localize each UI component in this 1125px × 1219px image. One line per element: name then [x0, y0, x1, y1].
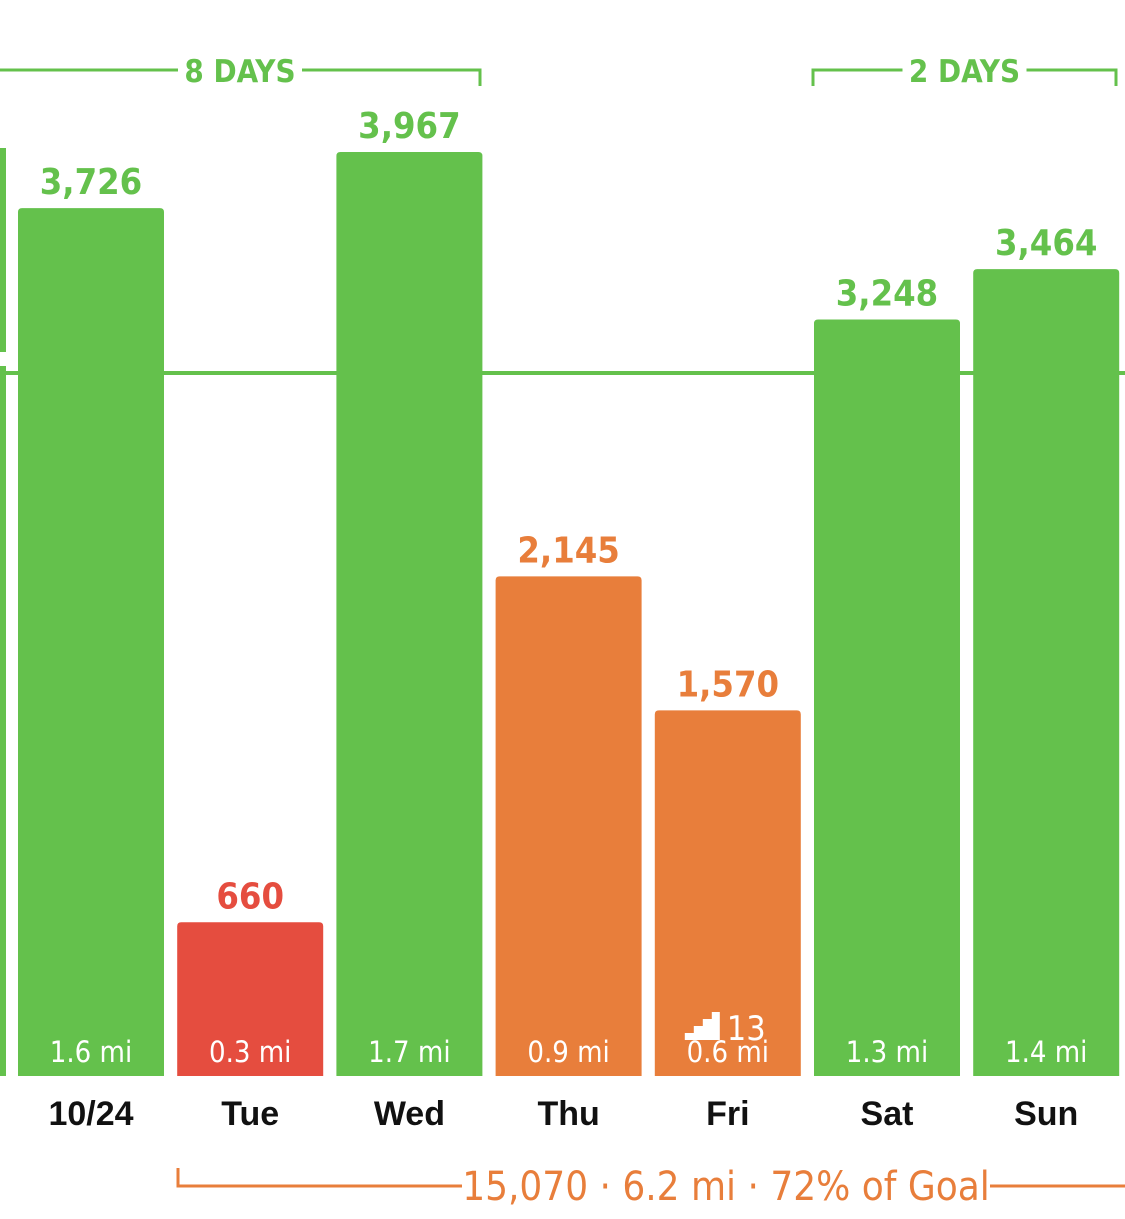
distance-label: 1.4 mi	[1005, 1035, 1087, 1069]
bar-10-24	[18, 208, 164, 1077]
previous-bar-gap	[0, 352, 6, 366]
distance-label: 1.3 mi	[846, 1035, 928, 1069]
streak-2-days-label: 2 DAYS	[909, 54, 1020, 90]
distance-label: 1.7 mi	[368, 1035, 450, 1069]
streak-8-days-label: 8 DAYS	[184, 54, 295, 90]
floors-count: 13	[727, 1009, 766, 1049]
value-label: 3,726	[40, 162, 142, 203]
previous-bar-edge	[0, 148, 6, 1076]
streak-2-days: 2 DAYS	[811, 54, 1118, 90]
streak-8-days-bracket	[0, 68, 482, 86]
value-label: 2,145	[517, 530, 619, 571]
value-label: 1,570	[677, 664, 779, 705]
day-label-tue: Tue	[221, 1095, 279, 1133]
streak-2-days-bracket	[811, 68, 1118, 86]
day-label-thu: Thu	[537, 1095, 599, 1133]
bar-thu	[495, 576, 642, 1076]
bar-sat	[814, 319, 960, 1076]
day-label-fri: Fri	[706, 1095, 749, 1133]
bar-wed	[336, 152, 483, 1076]
distance-label: 1.6 mi	[50, 1035, 132, 1069]
bar-tue	[177, 922, 324, 1076]
distance-label: 0.9 mi	[527, 1035, 609, 1069]
value-label: 3,248	[836, 273, 938, 314]
day-label-10-24: 10/24	[48, 1095, 133, 1133]
summary-label: 15,070 · 6.2 mi · 72% of Goal	[462, 1164, 990, 1210]
value-label: 3,967	[358, 106, 460, 147]
value-label: 660	[216, 876, 284, 917]
streak-8-days: 8 DAYS	[0, 54, 482, 90]
bar-fri	[654, 710, 801, 1076]
summary: 15,070 · 6.2 mi · 72% of Goal	[176, 1164, 1125, 1210]
day-label-sat: Sat	[861, 1095, 914, 1133]
day-label-sun: Sun	[1014, 1095, 1078, 1133]
bar-sun	[973, 269, 1120, 1077]
distance-label: 0.3 mi	[209, 1035, 291, 1069]
value-label: 3,464	[995, 223, 1097, 264]
stairs-shape	[684, 1012, 720, 1040]
day-label-wed: Wed	[374, 1095, 445, 1133]
summary-bracket	[176, 1168, 1125, 1188]
stairs-icon	[684, 1012, 720, 1040]
distance-label: 0.6 mi	[687, 1035, 769, 1069]
